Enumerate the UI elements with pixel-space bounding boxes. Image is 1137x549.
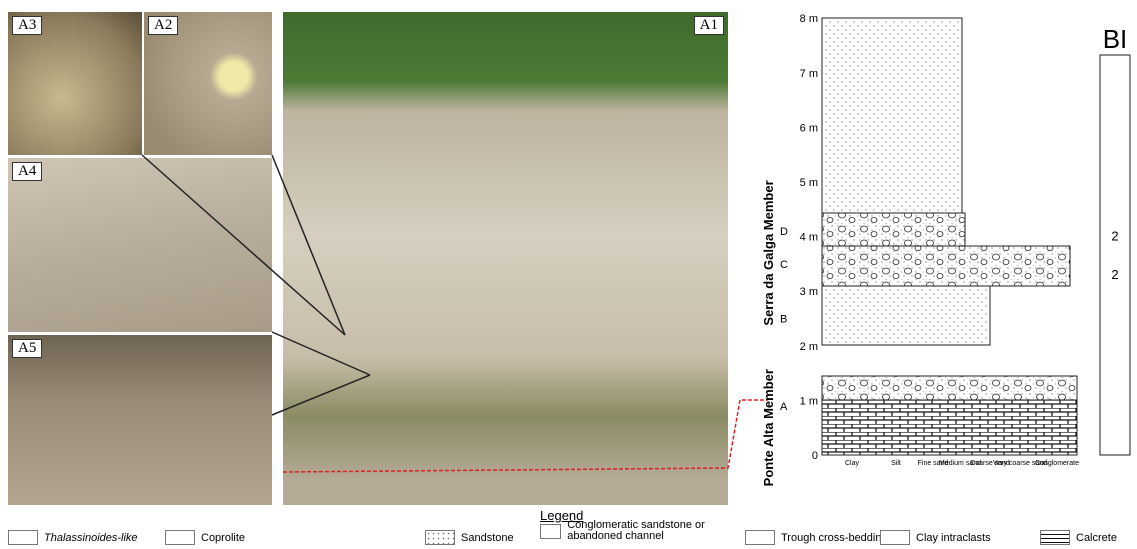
bed-label: A [780, 401, 788, 413]
legend-item: Thalassinoides-like [8, 530, 138, 545]
height-label: 7 m [800, 68, 818, 80]
legend-item: Sandstone [425, 530, 514, 545]
legend-text: Thalassinoides-like [44, 532, 138, 544]
legend-item: Trough cross-bedding [745, 530, 888, 545]
legend-text: Sandstone [461, 532, 514, 544]
bi-title: BI [1103, 24, 1128, 54]
figure-overlay: 0 1 m 2 m 3 m 4 m 5 m 6 m 7 m 8 m A B C D Serra da Ga… [0, 0, 1137, 549]
bed-label: D [780, 226, 788, 238]
legend-text: Trough cross-bedding [781, 532, 888, 544]
height-label: 2 m [800, 341, 818, 353]
height-label: 5 m [800, 177, 818, 189]
bed-label: B [780, 314, 787, 326]
grain-size: Clay [845, 460, 860, 467]
grain-size: Silt [891, 460, 901, 467]
height-label: 4 m [800, 232, 818, 244]
height-label: 6 m [800, 122, 818, 134]
legend-item: Clay intraclasts [880, 530, 991, 545]
legend-item: Calcrete [1040, 530, 1117, 545]
legend: Legend Thalassinoides-like Coprolite San… [0, 508, 1137, 549]
member-label: Ponte Alta Member [761, 369, 776, 486]
grain-size: Conglomerate [1035, 460, 1079, 467]
height-label: 3 m [800, 286, 818, 298]
height-label: 0 [812, 450, 818, 462]
bed-label: C [780, 259, 788, 271]
legend-text: Conglomeratic sandstone or abandoned cha… [567, 520, 730, 542]
legend-text: Calcrete [1076, 532, 1117, 544]
height-label: 1 m [800, 395, 818, 407]
legend-item: Coprolite [165, 530, 245, 545]
bi-value: 2 [1111, 229, 1118, 244]
legend-text: Clay intraclasts [916, 532, 991, 544]
member-label: Serra da Galga Member [761, 180, 776, 325]
legend-text: Coprolite [201, 532, 245, 544]
legend-item: Conglomeratic sandstone or abandoned cha… [540, 520, 730, 542]
height-label: 8 m [800, 13, 818, 25]
bi-value: 2 [1111, 267, 1118, 282]
page: A3 A2 A4 A5 A1 01 m2 m3 m4 m5 m6 m7 m8 m… [0, 0, 1137, 549]
